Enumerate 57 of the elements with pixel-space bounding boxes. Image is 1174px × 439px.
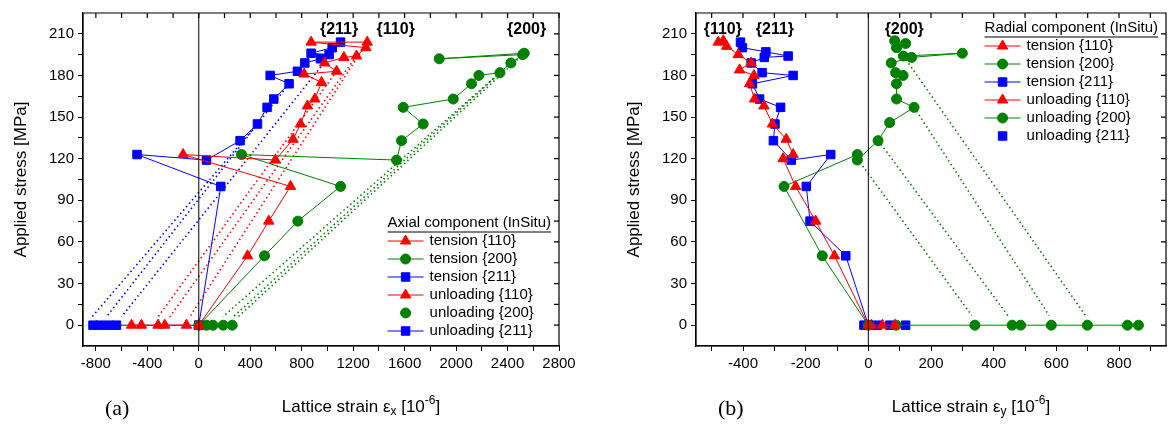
- y-tick-label: 90: [57, 190, 74, 208]
- legend-label: tension {110}: [429, 231, 517, 249]
- legend-label: tension {110}: [1026, 36, 1114, 54]
- x-tick-label: 0: [194, 354, 203, 372]
- annotation: {110}: [703, 20, 742, 38]
- legend-label: unloading {110}: [1026, 90, 1130, 108]
- x-tick-label: 600: [1043, 354, 1069, 372]
- y-tick-label: 60: [670, 232, 687, 250]
- y-tick-label: 30: [57, 273, 74, 291]
- x-tick-label: 0: [864, 354, 873, 372]
- y-tick-label: 0: [678, 315, 687, 333]
- legend-label: tension {200}: [1026, 54, 1115, 72]
- y-axis-title: Applied stress [MPa]: [10, 101, 30, 258]
- annotation: {200}: [884, 20, 924, 38]
- legend-label: unloading {211}: [429, 321, 533, 339]
- annotation: {200}: [507, 20, 547, 38]
- y-axis-title: Applied stress [MPa]: [623, 101, 643, 258]
- legend-label: tension {211}: [1026, 72, 1114, 90]
- x-tick-label: 400: [981, 354, 1007, 372]
- y-tick-label: 210: [661, 23, 687, 41]
- annotation: {110}: [376, 20, 415, 38]
- y-tick-label: 30: [670, 273, 687, 291]
- legend-label: tension {200}: [429, 249, 518, 267]
- legend-label: tension {211}: [429, 267, 517, 285]
- y-tick-label: 180: [661, 65, 687, 83]
- legend-label: unloading {211}: [1026, 126, 1130, 144]
- text: (b): [718, 394, 744, 420]
- text: (a): [105, 394, 130, 420]
- legend-title: Axial component (InSitu): [387, 213, 552, 231]
- x-tick-label: -800: [80, 354, 111, 372]
- legend-label: unloading {110}: [429, 285, 533, 303]
- y-tick-label: 60: [57, 232, 74, 250]
- x-tick-label: 1600: [387, 354, 422, 372]
- y-tick-label: 150: [48, 107, 74, 125]
- legend-label: unloading {200}: [429, 303, 534, 321]
- x-tick-label: -400: [132, 354, 163, 372]
- y-tick-label: 120: [661, 148, 687, 166]
- x-tick-label: 200: [918, 354, 944, 372]
- legend-label: unloading {200}: [1026, 108, 1131, 126]
- x-tick-label: 400: [237, 354, 263, 372]
- x-tick-label: 2400: [490, 354, 525, 372]
- annotation: {211}: [319, 20, 359, 38]
- y-tick-label: 120: [48, 148, 74, 166]
- x-tick-label: -200: [790, 354, 821, 372]
- legend-title: Radial component (InSitu): [984, 18, 1159, 36]
- annotation: {211}: [755, 20, 795, 38]
- x-tick-label: 800: [1106, 354, 1132, 372]
- y-tick-label: 210: [48, 23, 74, 41]
- x-tick-label: -400: [727, 354, 759, 372]
- y-tick-label: 90: [670, 190, 687, 208]
- x-tick-label: 2000: [439, 354, 473, 372]
- y-tick-label: 180: [48, 65, 74, 83]
- x-tick-label: 1200: [336, 354, 370, 372]
- y-tick-label: 150: [661, 107, 687, 125]
- x-tick-label: 800: [289, 354, 315, 372]
- x-tick-label: 2800: [542, 354, 576, 372]
- y-tick-label: 0: [65, 315, 74, 333]
